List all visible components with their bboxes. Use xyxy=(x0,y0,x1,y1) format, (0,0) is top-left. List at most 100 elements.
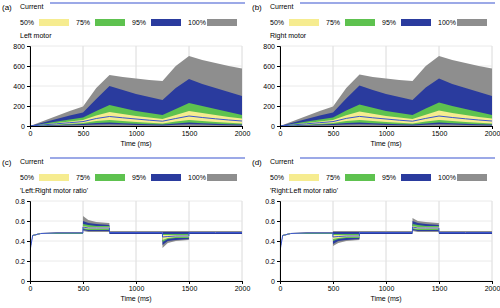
band-area xyxy=(30,56,242,126)
tick-label: 0.6 xyxy=(265,218,275,225)
legend-label: 50% xyxy=(20,19,34,26)
axis-line xyxy=(27,47,31,127)
x-axis: 0500100015002000 xyxy=(279,281,500,292)
legend-swatch xyxy=(151,19,181,26)
tick-mark xyxy=(27,66,30,67)
grid-line-y xyxy=(30,221,242,222)
band-area xyxy=(280,111,492,127)
tick-label: 0.4 xyxy=(265,238,275,245)
grid xyxy=(280,46,492,126)
tick-label: 500 xyxy=(328,130,340,137)
tick-mark xyxy=(27,241,30,242)
series-line xyxy=(30,227,242,251)
tick-label: 1500 xyxy=(432,130,448,137)
y-tick: 800 xyxy=(13,43,30,50)
tick-mark xyxy=(27,281,30,282)
legend-swatch xyxy=(345,19,375,26)
x-tick: 1000 xyxy=(129,281,145,292)
x-axis-title: Time (ms) xyxy=(120,295,151,303)
x-tick: 0 xyxy=(279,126,283,137)
panel-label: (d) xyxy=(252,158,262,167)
x-tick: 0 xyxy=(29,281,33,292)
band-area xyxy=(280,56,492,126)
x-tick: 1500 xyxy=(432,281,448,292)
tick-mark xyxy=(189,126,190,129)
legend-swatch xyxy=(289,19,319,26)
tick-mark xyxy=(277,281,280,282)
legend-line xyxy=(300,157,495,158)
tick-label: 400 xyxy=(263,83,275,90)
y-tick: 200 xyxy=(263,103,280,110)
y-tick: 0 xyxy=(271,278,280,285)
panel: (a)Current50%75%95%100%Left motor0500100… xyxy=(2,3,250,148)
tick-label: 0.8 xyxy=(265,198,275,205)
axis-line xyxy=(27,202,31,282)
y-tick: 800 xyxy=(263,43,280,50)
y-tick: 0 xyxy=(21,123,30,130)
legend: Current50%75%95%100% xyxy=(20,3,245,26)
tick-label: 1500 xyxy=(182,285,198,292)
legend-label: 50% xyxy=(20,174,34,181)
tick-label: 2000 xyxy=(235,130,251,137)
panel-label: (c) xyxy=(2,158,12,167)
tick-label: 0 xyxy=(271,123,275,130)
x-axis: 0500100015002000 xyxy=(29,126,251,137)
y-tick: 0.6 xyxy=(265,218,280,225)
y-tick: 400 xyxy=(263,83,280,90)
legend-swatch xyxy=(345,174,375,181)
tick-label: 0 xyxy=(21,123,25,130)
plot-area xyxy=(30,216,242,251)
y-tick: 0 xyxy=(21,278,30,285)
legend-line xyxy=(50,157,245,158)
y-axis: 00.20.40.60.8 xyxy=(15,198,30,285)
tick-label: 500 xyxy=(78,130,90,137)
tick-mark xyxy=(277,201,280,202)
y-axis: 0200400600800 xyxy=(263,43,280,130)
tick-mark xyxy=(439,126,440,129)
band-area xyxy=(280,79,492,127)
tick-mark xyxy=(386,126,387,129)
tick-label: 2000 xyxy=(485,130,500,137)
tick-label: 1500 xyxy=(432,285,448,292)
legend-swatch xyxy=(95,174,125,181)
x-tick: 500 xyxy=(78,281,90,292)
grid xyxy=(280,201,492,281)
grid-line-y xyxy=(30,46,242,47)
panel: (c)Current50%75%95%100%'Left:Right motor… xyxy=(2,158,250,303)
tick-mark xyxy=(277,221,280,222)
x-tick: 1000 xyxy=(129,126,145,137)
legend-label: 50% xyxy=(270,19,284,26)
y-tick: 0.2 xyxy=(265,258,280,265)
legend-swatch xyxy=(39,174,69,181)
tick-label: 0 xyxy=(279,285,283,292)
legend-label: 75% xyxy=(326,174,340,181)
tick-mark xyxy=(277,126,280,127)
tick-label: 1000 xyxy=(379,285,395,292)
legend-label: 95% xyxy=(132,174,146,181)
band-area xyxy=(280,218,492,251)
y-tick: 0.4 xyxy=(15,238,30,245)
panel-label: (a) xyxy=(2,3,12,12)
y-tick: 0.2 xyxy=(15,258,30,265)
plot-area xyxy=(280,218,492,251)
tick-mark xyxy=(189,281,190,284)
legend-label: Current xyxy=(270,3,293,10)
grid-line-y xyxy=(280,46,492,47)
legend-swatch xyxy=(207,19,237,26)
tick-label: 0.4 xyxy=(15,238,25,245)
band-area xyxy=(280,221,492,251)
chart-title: 'Right:Left motor ratio' xyxy=(270,187,338,195)
tick-mark xyxy=(333,126,334,129)
x-tick: 2000 xyxy=(235,126,251,137)
band-area xyxy=(30,79,242,126)
tick-label: 2000 xyxy=(485,285,500,292)
tick-label: 200 xyxy=(13,103,25,110)
tick-mark xyxy=(83,281,84,284)
tick-label: 0.2 xyxy=(265,258,275,265)
legend-swatch xyxy=(39,19,69,26)
band-area xyxy=(30,224,242,251)
x-axis-title: Time (ms) xyxy=(120,140,151,148)
legend-label: Current xyxy=(270,158,293,165)
y-tick: 0.6 xyxy=(15,218,30,225)
x-tick: 0 xyxy=(279,281,283,292)
